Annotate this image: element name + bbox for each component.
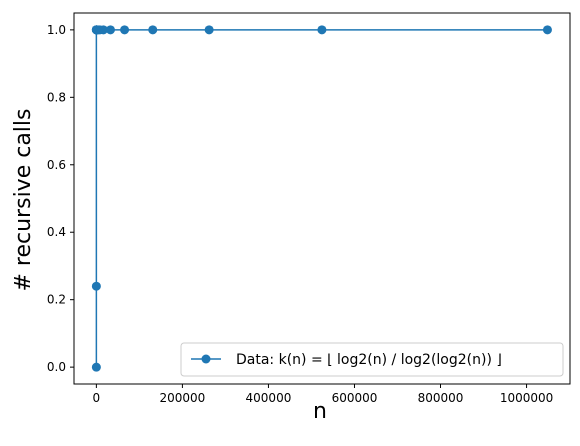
- y-tick-label: 0.4: [47, 225, 66, 239]
- data-point: [317, 25, 327, 35]
- y-tick-label: 0.6: [47, 158, 66, 172]
- y-tick-label: 0.2: [47, 293, 66, 307]
- legend-box: [180, 342, 564, 377]
- x-tick-label: 800000: [418, 391, 464, 405]
- y-tick-label: 0.8: [47, 90, 66, 104]
- legend-marker-sample: [201, 354, 211, 364]
- x-tick-label: 0: [93, 391, 101, 405]
- data-point: [204, 25, 214, 35]
- y-tick-label: 0.0: [47, 360, 66, 374]
- x-tick-label: 200000: [159, 391, 205, 405]
- x-tick-label: 400000: [246, 391, 292, 405]
- x-tick-label: 1000000: [500, 391, 553, 405]
- plot-area: [74, 13, 570, 384]
- data-point: [105, 25, 115, 35]
- y-axis-label: # recursive calls: [11, 109, 36, 292]
- legend: Data: k(n) = ⌊ log2(n) / log2(log2(n)) ⌋: [180, 342, 564, 377]
- data-point: [148, 25, 158, 35]
- plot-frame: [73, 12, 571, 385]
- y-tick-label: 1.0: [47, 23, 66, 37]
- ticks-layer: 0 200000 400000 600000 800000 1000000 0.0 0.2 0.…: [47, 23, 553, 405]
- legend-entry-label: Data: k(n) = ⌊ log2(n) / log2(log2(n)) ⌋: [236, 352, 502, 368]
- data-layer: [91, 25, 552, 372]
- data-point: [91, 362, 101, 372]
- data-point: [120, 25, 130, 35]
- data-point: [542, 25, 552, 35]
- x-tick-label: 600000: [332, 391, 378, 405]
- data-point: [98, 25, 108, 35]
- data-point: [91, 281, 101, 291]
- x-axis-label: n: [313, 399, 327, 424]
